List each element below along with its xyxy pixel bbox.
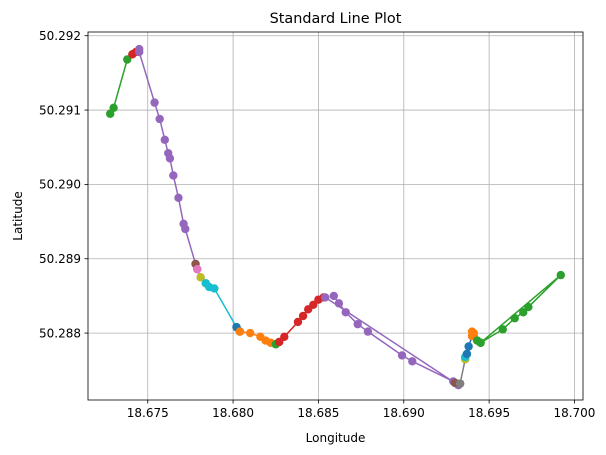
data-point [293,317,303,327]
data-point [455,379,465,388]
x-axis: 18.675 18.680 18.685 18.690 18.695 18.700 [127,400,595,420]
x-tick-label: 18.685 [297,406,339,420]
x-tick-label: 18.675 [127,406,169,420]
series-line [476,274,562,344]
data-point [274,337,284,347]
data-point [109,103,118,113]
plot-area [88,32,583,400]
data-point [245,328,255,338]
data-point [193,264,202,274]
data-point [150,98,159,107]
y-axis: 50.288 50.289 50.290 50.291 50.292 [39,29,88,340]
data-series [201,279,241,332]
chart-title: Standard Line Plot [270,11,402,27]
data-point [169,171,178,180]
data-point [397,351,407,360]
y-tick-label: 50.288 [39,326,81,340]
data-point [165,154,175,163]
data-point [196,273,205,282]
y-tick-label: 50.292 [39,29,81,43]
data-point [155,114,164,124]
x-tick-label: 18.690 [383,406,425,420]
x-axis-label: Longitude [306,431,366,445]
data-series [472,270,566,347]
y-tick-label: 50.289 [39,252,81,266]
data-point [363,327,373,336]
data-point [298,311,308,321]
data-point [464,342,473,351]
data-point [556,270,566,280]
data-series [274,293,328,347]
data-point [210,284,219,293]
data-point [519,308,528,317]
data-point [329,291,338,301]
data-point [353,319,362,329]
series-layer [105,44,566,390]
y-tick-label: 50.291 [39,103,81,117]
data-point [174,193,183,202]
plot-frame [87,31,584,401]
x-tick-label: 18.695 [468,406,510,420]
data-point [321,293,330,302]
data-point [334,299,344,308]
y-axis-label: Latitude [11,191,25,240]
data-point [341,308,350,317]
data-point [524,302,533,312]
grid [88,32,583,400]
data-point [135,47,144,57]
x-tick-label: 18.700 [553,406,595,420]
data-point [462,349,472,359]
data-point [160,135,170,144]
data-point [408,357,417,366]
data-point [181,224,190,234]
data-point [510,314,519,323]
data-point [280,332,289,342]
data-point [498,325,507,334]
data-point [235,327,245,336]
y-tick-label: 50.290 [39,178,81,192]
x-tick-label: 18.680 [212,406,254,420]
data-point [309,300,318,310]
data-point [476,338,485,347]
data-point [123,55,132,64]
